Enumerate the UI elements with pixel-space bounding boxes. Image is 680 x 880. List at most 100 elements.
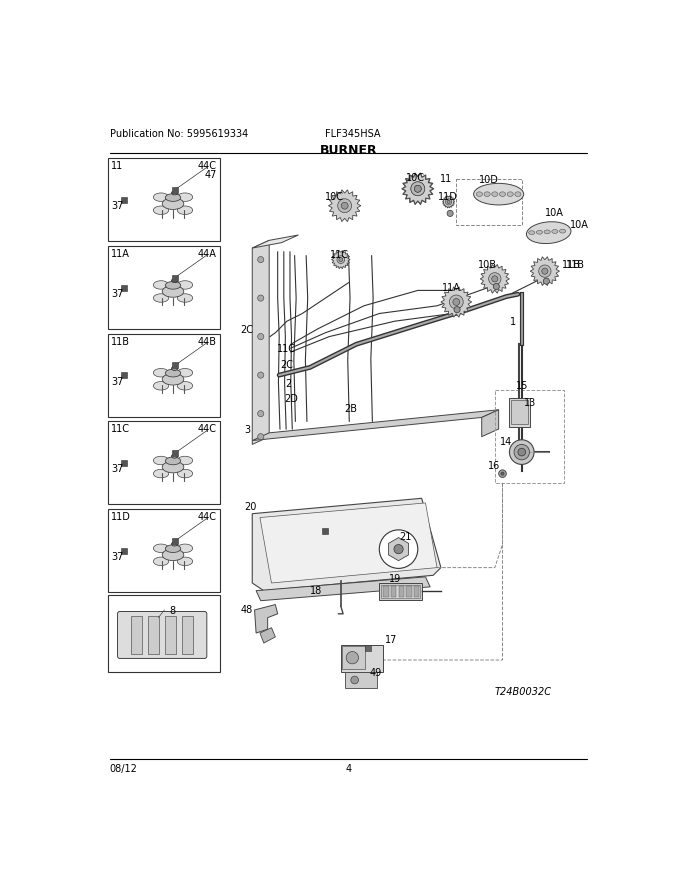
- Circle shape: [258, 256, 264, 262]
- Ellipse shape: [153, 193, 169, 202]
- Bar: [495, 391, 564, 483]
- Circle shape: [518, 448, 526, 456]
- Circle shape: [454, 306, 460, 312]
- FancyBboxPatch shape: [118, 612, 207, 658]
- Circle shape: [414, 186, 422, 192]
- Ellipse shape: [171, 454, 177, 458]
- Circle shape: [493, 283, 499, 290]
- Ellipse shape: [177, 544, 192, 553]
- Ellipse shape: [177, 193, 192, 202]
- Circle shape: [492, 275, 498, 282]
- Polygon shape: [252, 235, 299, 248]
- Text: 37: 37: [112, 201, 124, 211]
- Text: 19: 19: [388, 574, 401, 583]
- Polygon shape: [256, 577, 430, 601]
- Bar: [345, 671, 377, 688]
- Text: 3: 3: [245, 425, 251, 435]
- Ellipse shape: [171, 279, 177, 282]
- Circle shape: [414, 186, 422, 192]
- Ellipse shape: [528, 231, 535, 235]
- Circle shape: [447, 201, 450, 203]
- Text: 10B: 10B: [478, 260, 497, 269]
- Text: 08/12: 08/12: [109, 764, 137, 774]
- Polygon shape: [403, 173, 433, 204]
- Ellipse shape: [165, 457, 181, 465]
- Polygon shape: [252, 410, 498, 441]
- Text: FLF345HSA: FLF345HSA: [326, 128, 381, 139]
- Circle shape: [351, 676, 358, 684]
- Ellipse shape: [177, 469, 192, 478]
- Text: 2C: 2C: [281, 360, 294, 370]
- Ellipse shape: [177, 206, 192, 215]
- Circle shape: [339, 258, 343, 261]
- Bar: [414, 586, 420, 597]
- Text: Publication No: 5995619334: Publication No: 5995619334: [109, 128, 248, 139]
- Polygon shape: [254, 605, 277, 633]
- Text: 2B: 2B: [345, 405, 358, 414]
- Text: 10A: 10A: [545, 208, 564, 218]
- Ellipse shape: [507, 192, 513, 196]
- Ellipse shape: [163, 373, 184, 385]
- Ellipse shape: [153, 456, 169, 465]
- Bar: [131, 616, 142, 654]
- Text: 11A: 11A: [112, 249, 130, 259]
- Polygon shape: [441, 287, 472, 317]
- Ellipse shape: [544, 230, 550, 234]
- Polygon shape: [260, 502, 437, 583]
- Text: 21: 21: [399, 532, 411, 542]
- Polygon shape: [481, 410, 498, 436]
- Text: 11: 11: [112, 161, 124, 171]
- Circle shape: [543, 278, 549, 284]
- Bar: [406, 586, 411, 597]
- Circle shape: [341, 202, 348, 209]
- Text: 44B: 44B: [198, 336, 217, 347]
- Ellipse shape: [177, 369, 192, 377]
- Ellipse shape: [177, 557, 192, 566]
- Text: 16: 16: [488, 461, 500, 472]
- Text: 8: 8: [170, 606, 176, 616]
- Text: 20: 20: [245, 502, 257, 512]
- Text: 37: 37: [112, 465, 124, 474]
- Text: 11B: 11B: [112, 336, 131, 347]
- Ellipse shape: [165, 282, 181, 290]
- Circle shape: [258, 434, 264, 440]
- Ellipse shape: [171, 542, 177, 546]
- Circle shape: [498, 470, 507, 478]
- Circle shape: [411, 182, 425, 195]
- Text: 15: 15: [516, 381, 529, 392]
- Text: BURNER: BURNER: [320, 144, 377, 158]
- Bar: [108, 246, 220, 329]
- Bar: [108, 158, 220, 241]
- Ellipse shape: [476, 192, 483, 196]
- Text: 44A: 44A: [198, 249, 217, 259]
- Ellipse shape: [177, 456, 192, 465]
- Circle shape: [514, 444, 530, 459]
- Polygon shape: [530, 257, 560, 285]
- Bar: [148, 616, 159, 654]
- Text: 11B: 11B: [562, 260, 581, 269]
- Circle shape: [539, 265, 551, 277]
- Circle shape: [258, 334, 264, 340]
- Ellipse shape: [153, 369, 169, 377]
- Ellipse shape: [492, 192, 498, 196]
- Text: 2C: 2C: [241, 325, 254, 335]
- Text: 44C: 44C: [198, 512, 217, 522]
- Text: 44C: 44C: [198, 424, 217, 435]
- Circle shape: [379, 530, 418, 568]
- Bar: [182, 616, 193, 654]
- Text: 18: 18: [310, 586, 322, 596]
- Polygon shape: [260, 627, 275, 643]
- Text: 10A: 10A: [569, 219, 588, 230]
- Text: 11C: 11C: [112, 424, 131, 435]
- Ellipse shape: [177, 281, 192, 290]
- Text: 11B: 11B: [566, 260, 585, 269]
- Text: T24B0032C: T24B0032C: [495, 687, 551, 697]
- Polygon shape: [443, 195, 455, 208]
- Circle shape: [411, 182, 425, 195]
- Ellipse shape: [484, 192, 490, 196]
- Text: 17: 17: [385, 634, 397, 644]
- Ellipse shape: [171, 367, 177, 370]
- Text: 11D: 11D: [112, 512, 131, 522]
- Ellipse shape: [153, 281, 169, 290]
- Polygon shape: [328, 190, 361, 222]
